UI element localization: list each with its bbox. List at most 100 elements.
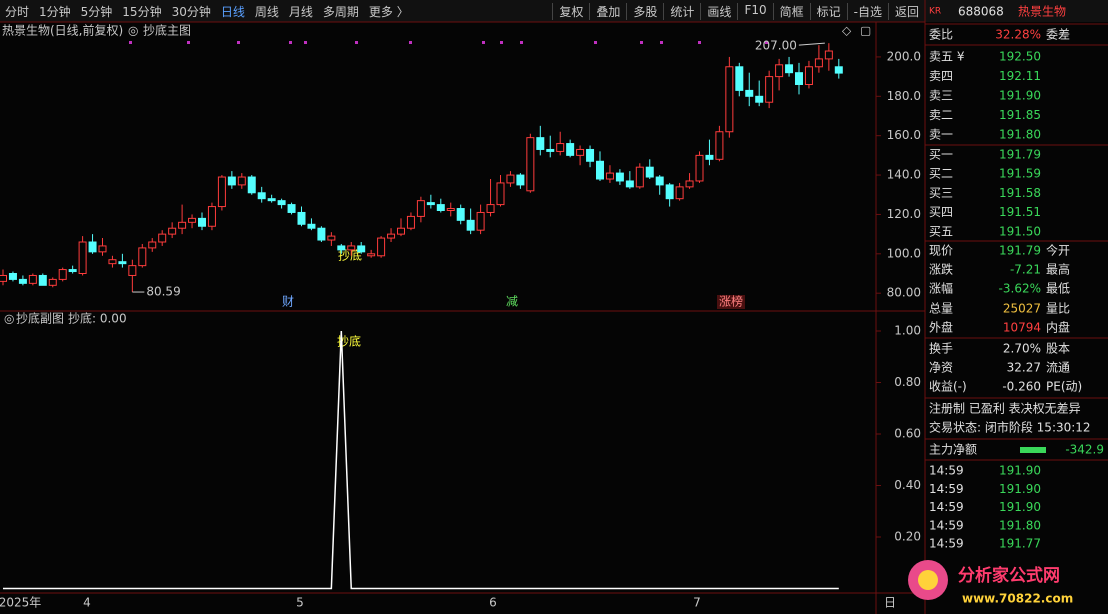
candle-body xyxy=(675,186,684,200)
period-tab[interactable]: 15分钟 xyxy=(122,4,162,19)
row-label: 现价 xyxy=(929,244,953,258)
pane-icon[interactable]: ▢ xyxy=(860,24,871,38)
row-tag: PE(动) xyxy=(1046,380,1082,394)
row-label: 买三 xyxy=(929,186,953,200)
candle-body xyxy=(755,95,764,103)
period-tab[interactable]: 周线 xyxy=(254,4,279,19)
row-value: 191.59 xyxy=(999,167,1041,181)
tick-price: 191.80 xyxy=(999,518,1041,532)
row-label: 买一 xyxy=(929,148,953,162)
candle-body xyxy=(247,176,256,194)
y-tick-label: 200.0 xyxy=(887,49,921,63)
period-tab[interactable]: 月线 xyxy=(288,4,313,19)
row-tag: 委差 xyxy=(1046,28,1070,42)
event-label[interactable]: 财 xyxy=(282,295,294,309)
row-label: 收益(-) xyxy=(929,380,967,394)
candle-body xyxy=(217,176,226,208)
candle-body xyxy=(645,166,654,178)
candle-body xyxy=(387,233,396,239)
row-value: 192.11 xyxy=(999,69,1041,83)
event-label[interactable]: 涨榜 xyxy=(719,294,743,309)
row-label: 卖五 ¥ xyxy=(929,50,965,64)
toolbar-button[interactable]: 简框 xyxy=(772,2,810,20)
flow-label: 主力净额 xyxy=(929,443,977,457)
row-label: 涨跌 xyxy=(929,262,953,277)
row-label: 卖三 xyxy=(929,89,953,103)
candle-body xyxy=(287,204,296,213)
toolbar-button[interactable]: 标记 xyxy=(809,2,847,20)
candle-body xyxy=(446,208,455,211)
period-tab[interactable]: 1分钟 xyxy=(39,4,71,19)
logo-url: www.70822.com xyxy=(962,592,1073,606)
pane-reading: 抄底: 0.00 xyxy=(68,311,127,326)
toolbar-button[interactable]: F10 xyxy=(737,2,772,20)
candle-body xyxy=(785,64,794,74)
y-tick-label: 120.0 xyxy=(887,207,921,221)
toolbar-button[interactable]: 叠加 xyxy=(589,2,626,20)
candle-body xyxy=(0,274,7,282)
candle-body xyxy=(28,274,37,284)
signal-label: 抄底 xyxy=(337,334,361,349)
candle-body xyxy=(456,208,465,221)
y-tick-label: 160.0 xyxy=(887,128,921,142)
candle-body xyxy=(18,278,27,284)
row-tag: 股本 xyxy=(1046,342,1070,356)
candle-body xyxy=(98,245,107,253)
period-tab[interactable]: 日线 xyxy=(220,4,245,19)
tick-time: 14:59 xyxy=(929,537,964,551)
event-label[interactable]: 减 xyxy=(506,295,518,309)
toolbar-button[interactable]: 返回 xyxy=(887,2,925,20)
candle-body xyxy=(735,66,744,91)
candle-body xyxy=(576,148,585,156)
row-value: 32.27 xyxy=(1007,361,1041,375)
annotation-arrow xyxy=(798,42,825,46)
period-tab[interactable]: 分时 xyxy=(5,4,30,19)
candle-body xyxy=(655,176,664,186)
candle-body xyxy=(814,58,823,68)
row-label: 委比 xyxy=(929,28,953,42)
candle-body xyxy=(267,198,276,202)
toolbar-button[interactable]: 多股 xyxy=(626,2,663,20)
tick-time: 14:59 xyxy=(929,464,964,478)
annotation: 207.00 xyxy=(755,39,797,53)
candle-body xyxy=(765,76,774,103)
candle-body xyxy=(207,206,216,227)
date-label: 4 xyxy=(83,596,91,610)
period-tab[interactable]: 更多 〉 xyxy=(368,4,409,19)
toolbar-button[interactable]: 统计 xyxy=(663,2,700,20)
y-tick-label: 0.60 xyxy=(894,427,921,441)
candle-body xyxy=(397,227,405,235)
row-value: 10794 xyxy=(1003,321,1041,335)
candle-body xyxy=(317,227,326,241)
signal-dots xyxy=(129,41,768,44)
candle-body xyxy=(526,137,535,192)
y-tick-label: 0.40 xyxy=(894,478,921,492)
candle-body xyxy=(198,217,206,227)
candle-body xyxy=(148,241,157,249)
candle-body xyxy=(795,72,803,85)
row-label: 换手 xyxy=(929,342,953,356)
row-label: 卖四 xyxy=(929,69,953,83)
toolbar-button[interactable]: 复权 xyxy=(552,2,589,20)
annotation: 80.59 xyxy=(146,285,180,299)
period-tab[interactable]: 多周期 xyxy=(322,4,359,19)
candle-body xyxy=(834,66,843,74)
candle-body xyxy=(406,215,415,229)
toolbar-button[interactable]: -自选 xyxy=(846,2,888,20)
period-tab[interactable]: 30分钟 xyxy=(171,4,211,19)
candle-body xyxy=(506,174,515,184)
row-value: -3.62% xyxy=(999,282,1041,296)
toolbar-button[interactable]: 画线 xyxy=(700,2,737,20)
period-tab[interactable]: 5分钟 xyxy=(80,4,113,19)
pane-icon[interactable]: ◇ xyxy=(842,24,852,38)
event-bg xyxy=(717,295,745,309)
pane-title: 抄底副图 xyxy=(16,311,64,326)
candle-body xyxy=(625,180,634,188)
candle-body xyxy=(38,274,47,286)
candle-body xyxy=(695,154,704,182)
row-label: 总量 xyxy=(929,302,953,316)
candle-body xyxy=(257,192,266,200)
candle-body xyxy=(556,143,565,152)
tick-time: 14:59 xyxy=(929,500,964,514)
